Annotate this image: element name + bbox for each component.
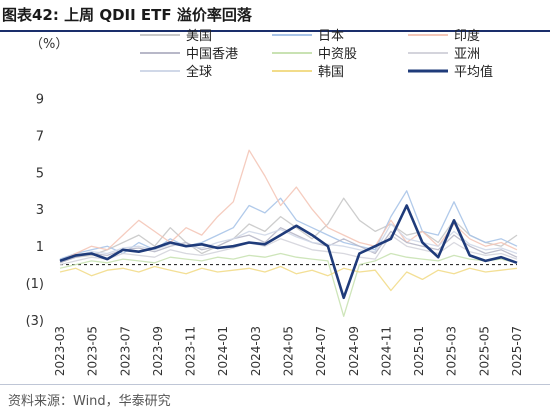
x-tick-label: 2024-01	[216, 326, 230, 376]
y-tick-label: 5	[36, 166, 44, 181]
figure-title: 图表42: 上周 QDII ETF 溢价率回落	[2, 6, 252, 24]
x-tick-label: 2024-09	[347, 326, 361, 376]
title-bar: 图表42: 上周 QDII ETF 溢价率回落	[0, 0, 550, 32]
legend-label: 印度	[454, 28, 480, 44]
source-note: 资料来源：Wind，华泰研究	[8, 394, 171, 409]
x-tick-label: 2025-05	[477, 326, 491, 376]
x-tick-label: 2023-05	[86, 326, 100, 376]
y-tick-label: 7	[36, 129, 44, 144]
x-tick-label: 2025-01	[412, 326, 426, 376]
legend-label: 亚洲	[454, 47, 480, 62]
series-line-美国	[59, 197, 518, 262]
y-tick-label: (3)	[26, 314, 44, 329]
legend-label: 平均值	[454, 64, 493, 80]
y-tick-label: 9	[36, 92, 44, 107]
series-line-韩国	[59, 265, 518, 292]
legend-label: 日本	[318, 29, 344, 44]
x-tick-label: 2024-03	[249, 326, 263, 376]
series-line-中资股	[59, 252, 518, 317]
x-tick-label: 2025-03	[445, 326, 459, 376]
series-line-印度	[59, 149, 518, 262]
legend-label: 中资股	[318, 47, 357, 62]
legend-label: 全球	[186, 64, 212, 80]
series-line-全球	[59, 223, 518, 262]
x-tick-label: 2024-11	[379, 326, 393, 376]
legend-label: 韩国	[318, 65, 344, 80]
source-divider	[0, 384, 550, 385]
line-chart: （%） 9 7 5 3 1 (1) (3) 2023-03 2023-05 2023-07 2023-…	[26, 28, 524, 376]
y-unit-label: （%）	[30, 37, 68, 52]
x-tick-label: 2024-05	[282, 326, 296, 376]
x-tick-label: 2023-07	[118, 326, 132, 376]
y-tick-label: (1)	[26, 277, 44, 292]
x-tick-label: 2024-07	[314, 326, 328, 376]
legend-label: 中国香港	[186, 47, 238, 62]
y-tick-label: 3	[36, 203, 44, 218]
series-line-平均值	[59, 204, 518, 300]
x-tick-label: 2025-07	[510, 326, 524, 376]
legend-label: 美国	[186, 29, 212, 44]
y-tick-label: 1	[36, 240, 44, 255]
x-tick-label: 2023-09	[151, 326, 165, 376]
x-tick-label: 2023-03	[53, 326, 67, 376]
series-line-日本	[59, 190, 518, 260]
x-tick-label: 2023-11	[184, 326, 198, 376]
